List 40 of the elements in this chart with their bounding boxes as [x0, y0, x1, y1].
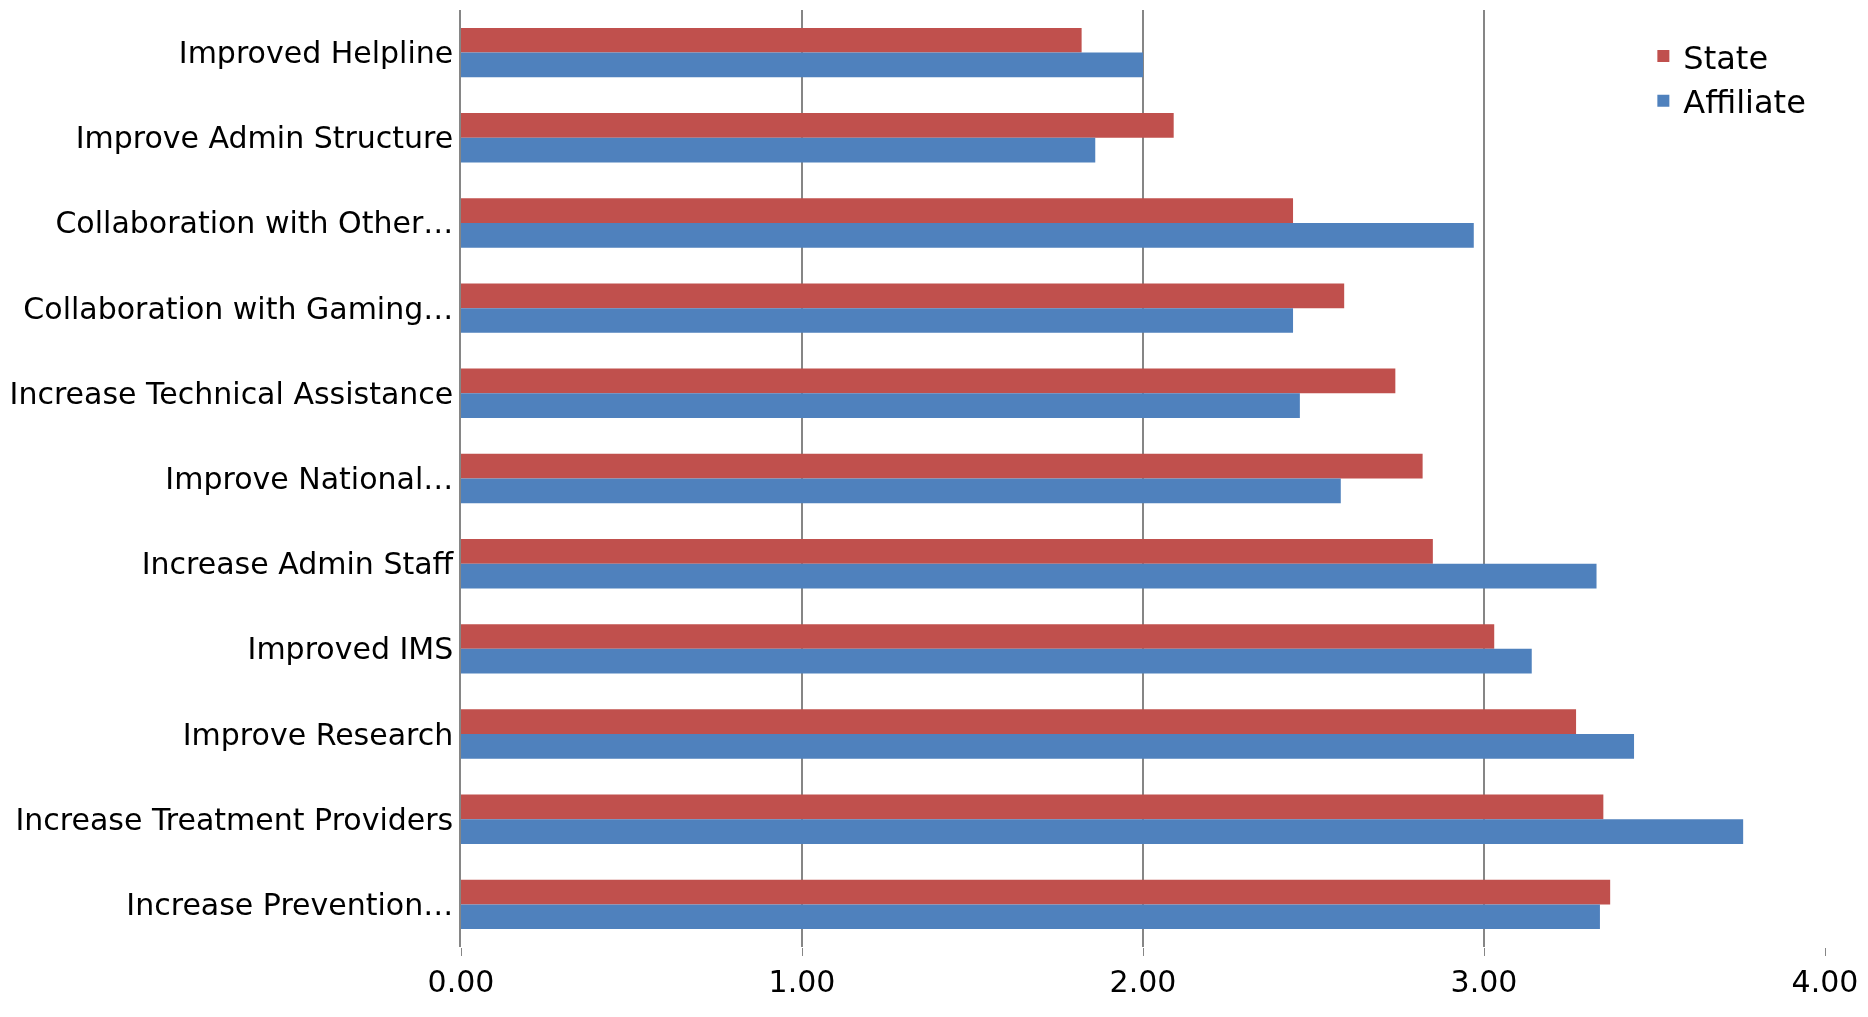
y-tick-label: Improved IMS: [247, 631, 454, 667]
bar: [461, 624, 1495, 649]
x-tick-label: 3.00: [1450, 964, 1518, 999]
x-tick-label: 0.00: [427, 964, 495, 999]
bar: [461, 283, 1345, 309]
bar: [461, 538, 1433, 564]
bar: [461, 879, 1611, 905]
bar: [461, 648, 1532, 674]
bar: [461, 904, 1600, 930]
bar: [461, 794, 1604, 820]
bar: [461, 709, 1577, 735]
bar: [461, 222, 1474, 248]
bar: [461, 368, 1396, 394]
y-tick-label: Increase Prevention…: [126, 886, 454, 922]
bar: [461, 453, 1423, 479]
bar: [461, 563, 1597, 589]
y-tick-label: Collaboration with Other…: [55, 205, 454, 241]
bar: [461, 393, 1300, 419]
legend-label: Affiliate: [1683, 83, 1806, 122]
bar: [461, 819, 1744, 844]
bar: [461, 113, 1174, 138]
bar: [461, 734, 1635, 759]
bar: [461, 478, 1341, 504]
y-tick-label: Increase Treatment Providers: [15, 801, 454, 837]
y-tick-label: Improve Research: [182, 716, 454, 752]
y-tick-label: Collaboration with Gaming…: [23, 290, 454, 326]
bar: [461, 308, 1294, 333]
legend-label: State: [1683, 38, 1769, 77]
x-tick-label: 4.00: [1791, 964, 1859, 999]
bar: [461, 27, 1082, 53]
y-tick-label: Increase Admin Staff: [141, 546, 455, 582]
bar: [461, 52, 1143, 78]
y-tick-label: Improve Admin Structure: [75, 120, 454, 156]
bar: [461, 198, 1294, 223]
x-tick-label: 1.00: [768, 964, 836, 999]
y-tick-label: Increase Technical Assistance: [9, 375, 454, 411]
y-tick-label: Improve National…: [165, 461, 454, 496]
y-tick-label: Improved Helpline: [178, 35, 454, 71]
x-tick-label: 2.00: [1109, 964, 1177, 999]
bar: [461, 137, 1096, 163]
